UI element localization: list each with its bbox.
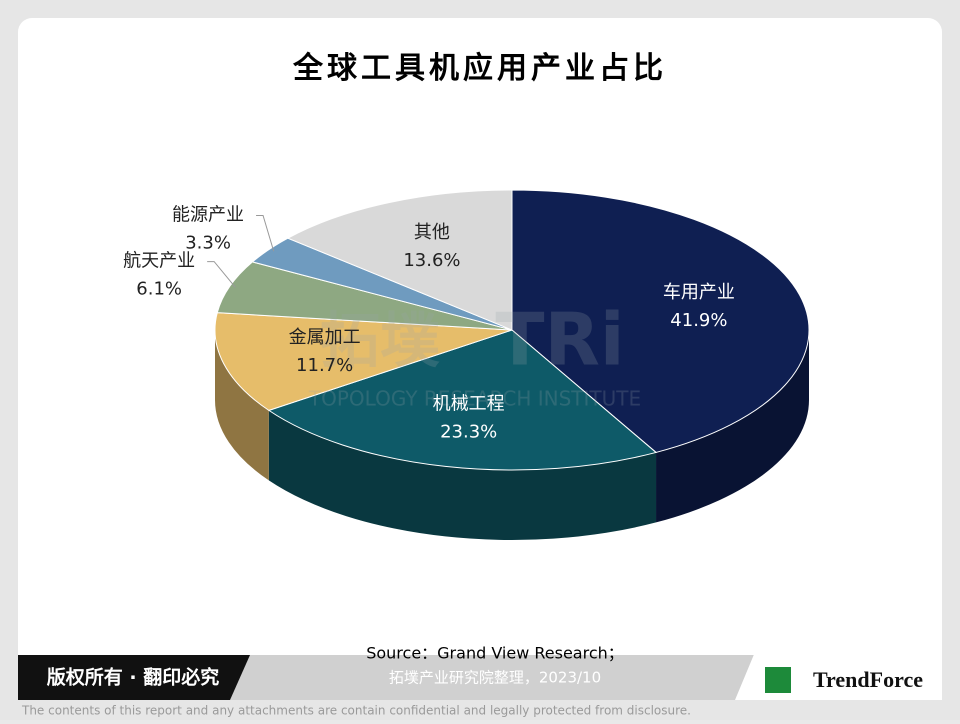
chart-title: 全球工具机应用产业占比 (292, 51, 667, 86)
brand: TrendForce (813, 667, 923, 692)
slice-label: 机械工程 (433, 394, 505, 415)
footer-black (18, 655, 250, 700)
slice (214, 312, 513, 411)
slice-label: 其他 (414, 222, 450, 243)
logo-icon (765, 667, 791, 693)
slice-side (656, 330, 809, 523)
disclaimer: The contents of this report and any atta… (21, 704, 691, 718)
slice-side (215, 330, 269, 481)
value-label: 13.6% (403, 250, 460, 271)
slice-label: 航天产业 (123, 251, 195, 272)
value-label: 23.3% (440, 422, 497, 443)
source-line: Source：Grand View Research； (366, 644, 624, 663)
value-label: 3.3% (185, 233, 231, 254)
watermark: 拓墣 TRi TOPOLOGY RESEARCH INSTITUTE (308, 298, 641, 411)
value-label: 6.1% (136, 279, 182, 300)
watermark-cn: 拓墣 (320, 307, 440, 377)
slice-label: 金属加工 (289, 327, 361, 348)
pie (214, 189, 810, 540)
leader-line (207, 261, 236, 288)
labels: 车用产业 41.9% 机械工程 23.3% 金属加工 11.7% 航天产业 6.1% 能源产业 3… (123, 205, 735, 443)
copyright: 版权所有 · 翻印必究 (47, 666, 219, 689)
watermark-en: TOPOLOGY RESEARCH INSTITUTE (308, 387, 641, 411)
slice (511, 189, 810, 453)
value-label: 11.7% (296, 355, 353, 376)
slice-label: 车用产业 (663, 282, 735, 303)
source-line: 拓墣产业研究院整理，2023/10 (389, 669, 601, 687)
watermark-logo: TRi (495, 298, 624, 382)
slice (286, 189, 513, 331)
slice-label: 能源产业 (172, 205, 244, 226)
slice (267, 329, 658, 471)
leader-line (256, 215, 275, 252)
slice-side (268, 410, 657, 540)
value-label: 41.9% (670, 310, 727, 331)
